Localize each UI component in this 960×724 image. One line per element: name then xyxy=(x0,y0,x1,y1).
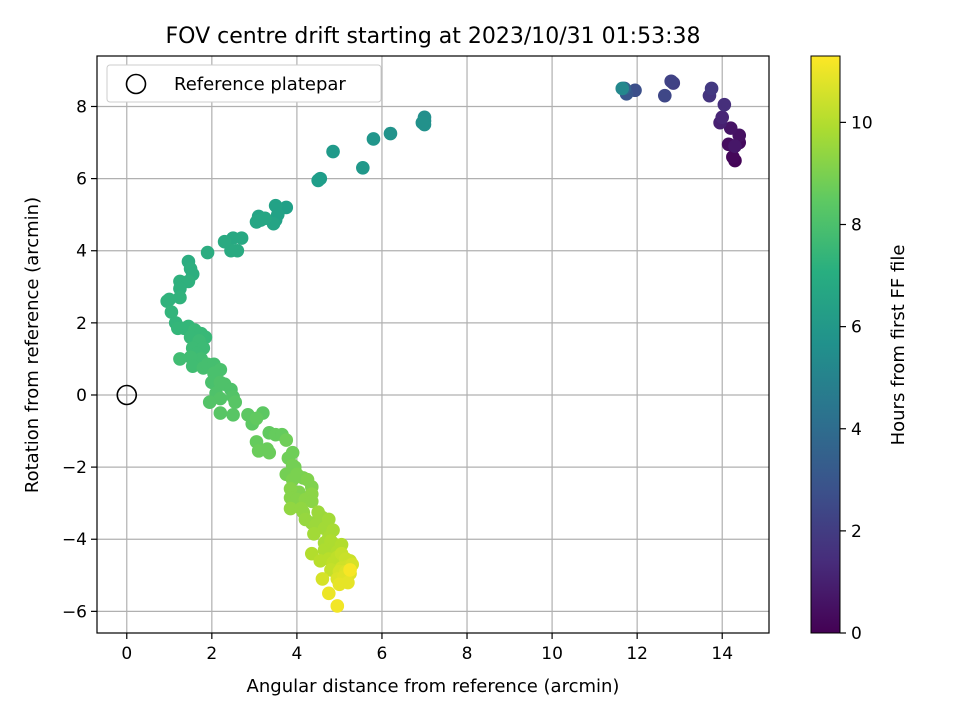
scatter-point xyxy=(262,445,277,460)
colorbar-tick-label: 8 xyxy=(851,216,862,236)
scatter-point xyxy=(728,139,742,153)
scatter-point xyxy=(704,81,719,96)
points-layer xyxy=(160,74,747,613)
scatter-point xyxy=(315,572,330,586)
scatter-point xyxy=(279,433,294,447)
x-tick-label: 4 xyxy=(291,644,302,664)
reference-platepar-marker xyxy=(116,384,138,406)
legend-box xyxy=(106,64,382,103)
scatter-point xyxy=(383,126,398,141)
x-tick-label: 10 xyxy=(541,644,563,664)
scatter-point xyxy=(726,150,740,164)
scatter-point xyxy=(200,245,215,260)
scatter-point xyxy=(202,395,217,410)
scatter-point xyxy=(283,501,298,516)
x-tick-label: 6 xyxy=(377,644,388,664)
y-tick-label: 8 xyxy=(76,97,87,117)
scatter-point xyxy=(213,406,228,420)
y-tick-label: −4 xyxy=(62,530,87,550)
colorbar-tick-label: 2 xyxy=(851,522,862,542)
y-tick-label: 2 xyxy=(76,314,87,334)
scatter-point xyxy=(311,173,325,188)
scatter-point xyxy=(343,563,357,577)
scatter-point xyxy=(366,132,381,146)
colorbar-tick-label: 4 xyxy=(851,420,862,440)
colorbar-tick-label: 10 xyxy=(851,113,873,133)
scatter-point xyxy=(173,352,187,366)
scatter-point xyxy=(657,88,672,103)
x-tick-label: 14 xyxy=(711,644,733,664)
scatter-point xyxy=(304,494,319,509)
plot-frame xyxy=(96,55,770,634)
colorbar-ticks: 0 2 4 6 8 10 xyxy=(840,113,873,644)
scatter-point xyxy=(185,359,200,373)
y-tick-label: 6 xyxy=(76,170,87,190)
scatter-point xyxy=(717,97,732,112)
grid-layer xyxy=(97,56,769,633)
scatter-point xyxy=(173,290,187,305)
scatter-point xyxy=(217,234,232,249)
scatter-point xyxy=(664,74,678,89)
y-axis-label: Rotation from reference (arcmin) xyxy=(22,197,43,493)
y-axis-ticks: −6 −4 −2 0 2 4 6 8 xyxy=(62,97,97,622)
scatter-point xyxy=(723,121,738,135)
x-axis-ticks: 0 2 4 6 8 10 12 14 xyxy=(121,633,733,664)
chart-title: FOV centre drift starting at 2023/10/31 … xyxy=(166,24,701,49)
y-tick-label: −2 xyxy=(62,458,87,478)
scatter-point xyxy=(715,110,730,125)
x-tick-label: 0 xyxy=(121,644,132,664)
colorbar xyxy=(810,55,841,634)
x-tick-label: 2 xyxy=(206,644,217,664)
y-tick-label: 4 xyxy=(76,242,87,262)
scatter-point xyxy=(341,575,355,590)
legend-marker-icon xyxy=(125,73,147,95)
scatter-point xyxy=(615,81,630,96)
x-tick-label: 8 xyxy=(462,644,473,664)
scatter-point xyxy=(356,160,370,175)
y-tick-label: −6 xyxy=(62,602,87,622)
y-tick-label: 0 xyxy=(76,386,87,406)
scatter-point xyxy=(415,115,430,130)
scatter-point xyxy=(249,411,264,426)
x-tick-label: 12 xyxy=(626,644,648,664)
colorbar-label: Hours from first FF file xyxy=(888,245,909,446)
scatter-point xyxy=(321,512,336,527)
colorbar-tick-label: 0 xyxy=(851,624,862,644)
x-axis-label: Angular distance from reference (arcmin) xyxy=(247,676,620,697)
scatter-point xyxy=(307,527,321,541)
colorbar-tick-label: 6 xyxy=(851,318,862,338)
scatter-point xyxy=(226,408,240,422)
scatter-point xyxy=(164,305,179,319)
scatter-point xyxy=(326,144,340,159)
scatter-point xyxy=(321,586,336,601)
scatter-point xyxy=(330,599,345,613)
scatter-point xyxy=(258,211,272,226)
scatter-point xyxy=(228,395,243,410)
scatter-point xyxy=(213,391,228,406)
legend: Reference platepar xyxy=(106,64,382,103)
legend-entry-label: Reference platepar xyxy=(174,74,346,95)
scatter-point xyxy=(162,292,177,307)
